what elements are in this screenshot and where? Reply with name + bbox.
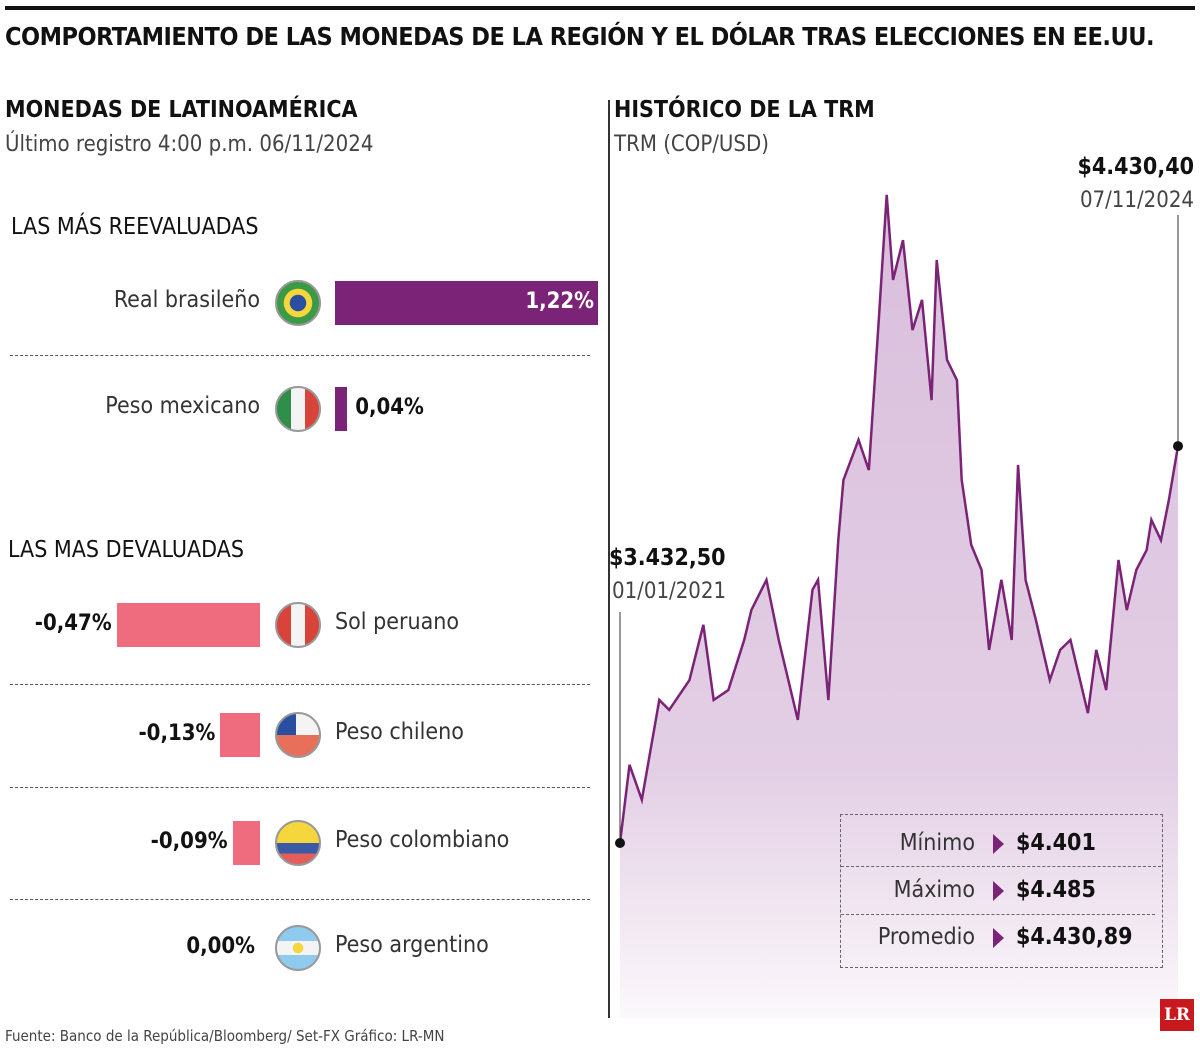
currency-name: Real brasileño (113, 287, 260, 313)
section-devaluadas: LAS MAS DEVALUADAS (8, 537, 244, 563)
divider (10, 684, 590, 685)
currency-name: Peso colombiano (335, 827, 510, 853)
stat-label: Máximo (893, 877, 975, 903)
left-subtitle: Último registro 4:00 p.m. 06/11/2024 (5, 132, 374, 157)
mexico-flag-icon (275, 386, 321, 432)
divider (10, 787, 590, 788)
divider (10, 899, 590, 900)
bar-value-label: -0,09% (150, 829, 228, 854)
source-footer: Fuente: Banco de la República/Bloomberg/… (5, 1027, 445, 1045)
triangle-right-icon (993, 881, 1004, 901)
end-marker (1173, 441, 1183, 452)
stat-value: $4.430,89 (1016, 924, 1133, 950)
bar (335, 281, 598, 325)
bar (232, 821, 260, 865)
lr-logo: LR (1160, 999, 1194, 1031)
currency-name: Peso mexicano (105, 393, 260, 419)
bar-value-label: -0,13% (138, 721, 216, 746)
trm-subtitle: TRM (COP/USD) (614, 132, 769, 157)
stat-label: Promedio (877, 924, 975, 950)
brazil-flag-icon (275, 280, 321, 326)
currency-name: Peso chileno (335, 719, 464, 745)
currency-name: Sol peruano (335, 609, 460, 635)
column-divider (608, 100, 610, 1018)
stat-label: Mínimo (899, 830, 975, 856)
end-date-label: 07/11/2024 (1079, 188, 1194, 213)
start-value-label: $3.432,50 (609, 545, 726, 571)
bar (220, 713, 260, 757)
colombia-flag-icon (275, 820, 321, 866)
stat-value: $4.401 (1016, 830, 1096, 856)
bar-value-label: 0,00% (186, 934, 255, 959)
trm-area (620, 194, 1178, 1018)
divider (10, 355, 590, 356)
bar-value-label: 0,04% (355, 395, 424, 420)
stats-box (840, 814, 1163, 968)
triangle-right-icon (993, 928, 1004, 948)
left-heading: MONEDAS DE LATINOAMÉRICA (5, 97, 358, 123)
trm-heading: HISTÓRICO DE LA TRM (614, 97, 875, 123)
bar-value-label: 1,22% (525, 289, 594, 314)
end-value-label: $4.430,40 (1077, 154, 1194, 180)
start-date-label: 01/01/2021 (612, 579, 727, 604)
argentina-flag-icon (275, 925, 321, 971)
bar-value-label: -0,47% (34, 611, 112, 636)
bar (116, 603, 260, 647)
chile-flag-icon (275, 712, 321, 758)
section-reevaluadas: LAS MÁS REEVALUADAS (11, 214, 259, 240)
stat-value: $4.485 (1016, 877, 1096, 903)
page-title: COMPORTAMIENTO DE LAS MONEDAS DE LA REGI… (5, 22, 1155, 51)
currency-name: Peso argentino (335, 932, 489, 958)
peru-flag-icon (275, 602, 321, 648)
top-rule (5, 6, 1195, 10)
triangle-right-icon (993, 834, 1004, 854)
start-marker (615, 838, 625, 848)
bar (335, 387, 348, 431)
trm-line (618, 194, 1180, 844)
